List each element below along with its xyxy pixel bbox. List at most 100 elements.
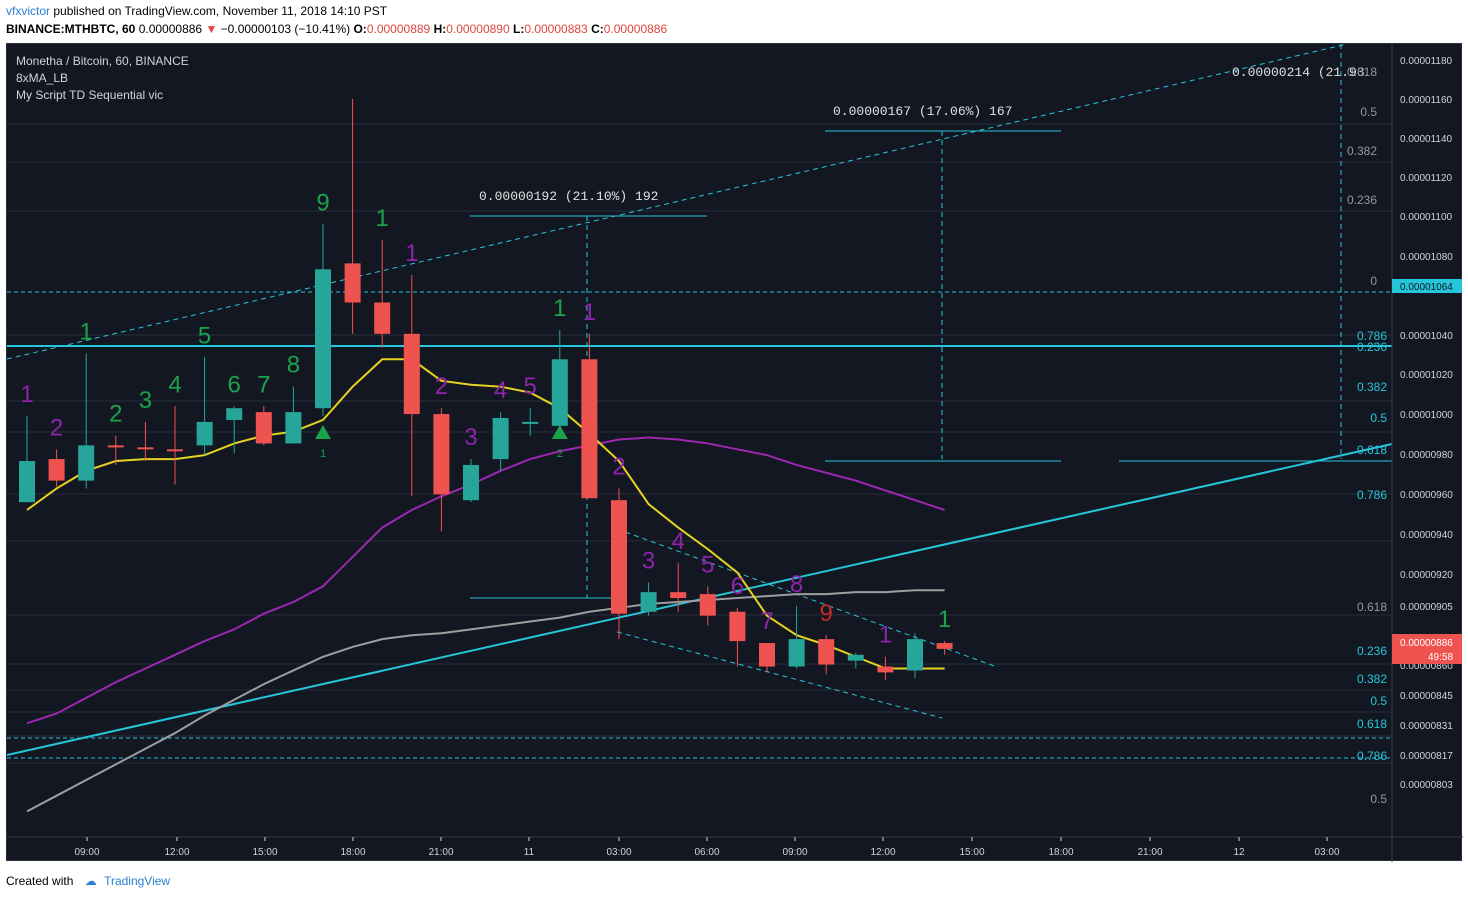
td-count-label: 1 [405, 240, 418, 267]
setup-marker-label: 2 [557, 448, 563, 460]
chart-panel[interactable]: 0.00000192 (21.10%) 192 0.00000167 (17.06… [6, 43, 1463, 862]
fib-label: 0.618 [1347, 65, 1377, 79]
measure-label: 0.00000214 (21.93 [1232, 65, 1365, 80]
descending-channel-line [616, 631, 943, 719]
td-count-label: 2 [612, 453, 625, 480]
ascending-trendline [6, 443, 1393, 756]
candle-body [48, 459, 65, 481]
candle-body [551, 359, 568, 426]
candle-body [255, 412, 272, 444]
down-arrow-icon: ▼ [205, 22, 218, 36]
published-text: published on TradingView.com, November 1… [53, 4, 388, 18]
td-count-label: 1 [80, 318, 93, 345]
candle-body [433, 414, 450, 495]
tradingview-logo-icon[interactable]: ☁ [84, 874, 97, 888]
candle-body [403, 333, 420, 415]
countdown-label: 49:58 [1428, 652, 1453, 663]
upper-channel-line [6, 43, 1348, 360]
price-tick-label: 0.00001160 [1400, 95, 1453, 106]
fib-label: 0.382 [1347, 144, 1377, 158]
time-tick-label: 15:00 [959, 847, 984, 858]
last-price: 0.00000886 [138, 22, 203, 36]
time-tick-label: 09:00 [74, 847, 99, 858]
legend-title: Monetha / Bitcoin, 60, BINANCE [16, 54, 189, 68]
td-count-label: 2 [50, 414, 63, 441]
candle-body [167, 449, 183, 452]
price-chart[interactable]: 0.00000192 (21.10%) 192 0.00000167 (17.06… [6, 43, 1463, 862]
td-count-label: 3 [642, 547, 655, 574]
td-count-label: 1 [20, 381, 33, 408]
price-tick-label: 0.00000920 [1400, 570, 1453, 581]
candle-body [581, 359, 598, 499]
price-tick-label: 0.00001040 [1400, 331, 1453, 342]
ma-purple-line [26, 436, 945, 725]
axes-layer: 0.00001180 0.00001160 0.00001140 0.00001120… [7, 44, 1463, 862]
candle-body [285, 412, 302, 444]
setup-triangle-icon [551, 425, 568, 439]
fib-label: 0.5 [1360, 105, 1377, 119]
level-badge-label: 0.00001064 [1400, 282, 1453, 293]
author-link[interactable]: vfxvictor [6, 4, 51, 18]
time-tick-label: 21:00 [428, 847, 453, 858]
fib-label: 0.5 [1370, 792, 1387, 806]
time-tick-label: 15:00 [252, 847, 277, 858]
drawing-layer: 0.00000192 (21.10%) 192 0.00000167 (17.06… [6, 43, 1393, 806]
fib-label: 0.5 [1370, 411, 1387, 425]
fib-label: 0.236 [1357, 644, 1387, 658]
price-tick-label: 0.00001020 [1400, 370, 1453, 381]
descending-channel-line [616, 528, 998, 668]
price-tick-label: 0.00001100 [1400, 212, 1453, 223]
close-value: 0.00000886 [603, 22, 668, 36]
time-tick-label: 21:00 [1137, 847, 1162, 858]
price-change: −0.00000103 (−10.41%) [220, 22, 351, 36]
fib-label: 0.5 [1370, 694, 1387, 708]
candle-body [522, 421, 539, 424]
time-tick-label: 18:00 [1048, 847, 1073, 858]
candle-body [759, 643, 775, 667]
candle-body [847, 654, 864, 661]
fib-label: 0.618 [1357, 443, 1387, 457]
td-count-label: 8 [287, 352, 300, 379]
close-label: C: [591, 22, 604, 36]
td-count-label: 7 [257, 371, 270, 398]
symbol-label: BINANCE:MTHBTC, 60 [6, 22, 136, 36]
td-count-label: 1 [553, 295, 566, 322]
candle-body [315, 269, 331, 409]
candle-body [107, 445, 124, 448]
price-tick-label: 0.00000940 [1400, 530, 1453, 541]
fib-label: 0.382 [1357, 672, 1387, 686]
time-tick-label: 12:00 [164, 847, 189, 858]
level-badge [1392, 279, 1462, 293]
fib-label: 0.382 [1357, 380, 1387, 394]
price-tick-label: 0.00001180 [1400, 56, 1453, 67]
fib-label: 0.618 [1357, 600, 1387, 614]
candle-body [907, 639, 923, 671]
td-count-label: 5 [198, 322, 211, 349]
candle-body [78, 445, 95, 481]
candle-body [492, 417, 509, 460]
td-count-label: 5 [524, 373, 537, 400]
legend-indicator-td: My Script TD Sequential vic [16, 88, 163, 102]
last-price-label: 0.00000886 [1400, 638, 1453, 649]
fib-label: 0.786 [1357, 488, 1387, 502]
candle-body [818, 639, 835, 665]
measure-label: 0.00000167 (17.06%) 167 [833, 104, 1012, 119]
candle-body [788, 639, 805, 667]
tradingview-brand[interactable]: TradingView [104, 874, 171, 888]
created-with-text: Created with [6, 874, 74, 888]
candles-layer [19, 99, 953, 681]
price-tick-label: 0.00000831 [1400, 721, 1453, 732]
candle-body [699, 594, 716, 616]
time-tick-label: 06:00 [694, 847, 719, 858]
low-label: L: [512, 22, 525, 36]
candle-body [640, 592, 657, 612]
time-tick-label: 11 [524, 847, 535, 858]
legend-indicator-ma: 8xMA_LB [16, 71, 68, 85]
price-tick-label: 0.00000803 [1400, 780, 1453, 791]
ma-gray-line [26, 589, 945, 813]
measure-label: 0.00000192 (21.10%) 192 [479, 189, 658, 204]
time-tick-label: 12 [1233, 847, 1245, 858]
time-tick-label: 03:00 [606, 847, 631, 858]
candle-body [344, 263, 361, 303]
